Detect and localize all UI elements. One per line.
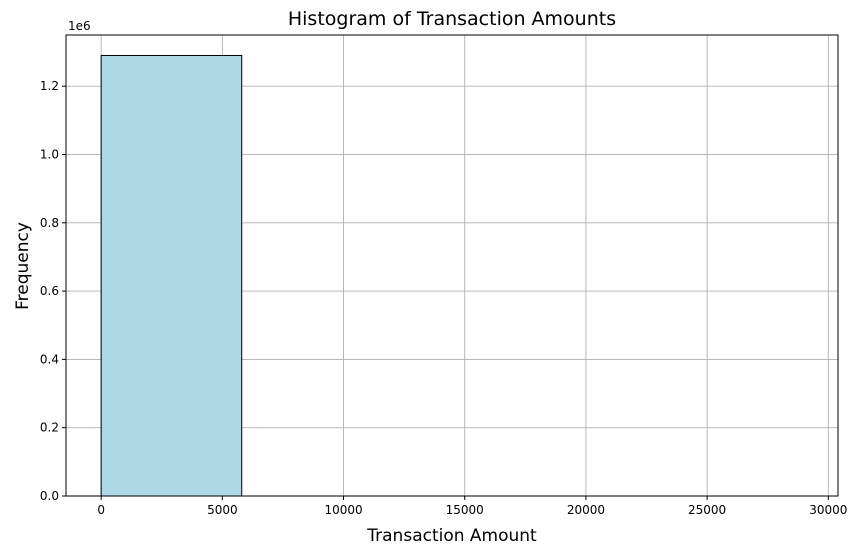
y-tick-label: 1.0 [40, 148, 59, 162]
x-tick-label: 15000 [446, 503, 484, 517]
y-axis-offset-label: 1e6 [68, 19, 91, 33]
histogram-bar [101, 55, 242, 496]
y-tick-label: 0.4 [40, 352, 59, 366]
histogram-bars [101, 55, 242, 496]
x-tick-label: 25000 [688, 503, 726, 517]
x-tick-label: 10000 [324, 503, 362, 517]
y-axis-label: Frequency [13, 222, 33, 310]
x-axis-label: Transaction Amount [366, 526, 537, 546]
y-tick-label: 1.2 [40, 79, 59, 93]
y-tick-label: 0.0 [40, 489, 59, 503]
y-tick-label: 0.6 [40, 284, 59, 298]
x-tick-label: 20000 [567, 503, 605, 517]
x-tick-label: 0 [97, 503, 105, 517]
y-tick-label: 0.2 [40, 421, 59, 435]
x-tick-label: 5000 [207, 503, 238, 517]
chart-title: Histogram of Transaction Amounts [288, 8, 616, 30]
y-tick-label: 0.8 [40, 216, 59, 230]
x-tick-label: 30000 [809, 503, 847, 517]
